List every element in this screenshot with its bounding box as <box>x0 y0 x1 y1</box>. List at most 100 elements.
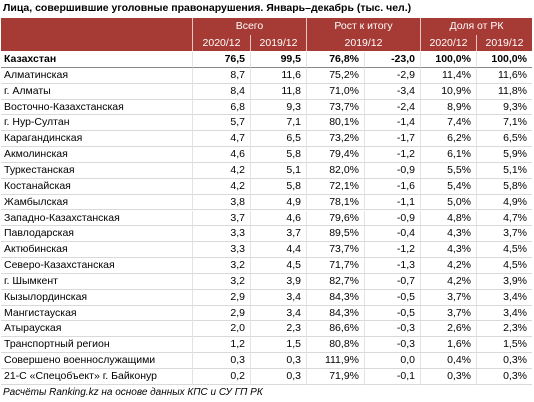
header-year: 2020/12 <box>420 35 476 51</box>
cell-value: -1,7 <box>364 131 420 148</box>
row-label: Алматинская <box>1 68 192 84</box>
cell-value: 3,4 <box>250 305 306 322</box>
cell-value: 84,3% <box>306 305 364 322</box>
cell-value: 75,2% <box>306 67 364 84</box>
cell-value: 99,5 <box>250 52 306 68</box>
cell-value: 71,9% <box>306 369 364 385</box>
cell-value: 3,7% <box>420 289 476 306</box>
source-note: Расчёты Ranking.kz на основе данных КПС … <box>3 387 263 398</box>
cell-value: 8,7 <box>192 67 250 84</box>
header-cell <box>1 18 192 51</box>
cell-value: -23,0 <box>364 52 420 68</box>
cell-value: -1,2 <box>364 147 420 163</box>
cell-value: 6,5% <box>476 131 532 148</box>
cell-value: 76,5 <box>192 52 250 68</box>
cell-value: 4,8% <box>420 210 476 227</box>
cell-value: -1,2 <box>364 242 420 259</box>
row-label: Казахстан <box>1 52 192 68</box>
cell-value: -2,9 <box>364 67 420 84</box>
cell-value: -1,4 <box>364 115 420 132</box>
cell-value: 1,5% <box>476 337 532 354</box>
cell-value: -3,4 <box>364 83 420 100</box>
cell-value: 0,3% <box>476 369 532 385</box>
cell-value: 2,3 <box>250 321 306 338</box>
cell-value: 1,5 <box>250 337 306 354</box>
cell-value: 7,1 <box>250 115 306 132</box>
header-year: 2019/12 <box>476 35 532 51</box>
cell-value: -1,6 <box>364 178 420 195</box>
cell-value: 4,2% <box>420 258 476 274</box>
cell-value: 86,6% <box>306 321 364 338</box>
cell-value: 11,8% <box>476 83 532 100</box>
cell-value: 84,3% <box>306 289 364 306</box>
cell-value: 3,4 <box>250 289 306 306</box>
row-label: Актюбинская <box>1 242 192 259</box>
row-label: Северо-Казахстанская <box>1 258 192 274</box>
cell-value: 6,8 <box>192 99 250 116</box>
cell-value: -0,4 <box>364 226 420 243</box>
cell-value: 71,0% <box>306 83 364 100</box>
cell-value: 8,9% <box>420 99 476 116</box>
cell-value: 73,7% <box>306 242 364 259</box>
table-title: Лица, совершившие уголовные правонарушен… <box>3 2 412 14</box>
cell-value: 11,6 <box>250 67 306 84</box>
cell-value: 3,7% <box>476 226 532 243</box>
header-year: 2019/12 <box>250 35 306 51</box>
cell-value: -2,4 <box>364 99 420 116</box>
row-label: Кызылординская <box>1 290 192 306</box>
cell-value: -0,9 <box>364 162 420 179</box>
cell-value: 3,9% <box>476 273 532 290</box>
cell-value: 11,4% <box>420 67 476 84</box>
cell-value: 2,9 <box>192 289 250 306</box>
cell-value: 5,8 <box>250 178 306 195</box>
cell-value: 80,1% <box>306 115 364 132</box>
cell-value: -0,9 <box>364 210 420 227</box>
row-label: Акмолинская <box>1 147 192 163</box>
cell-value: 100,0% <box>420 52 476 68</box>
cell-value: 79,6% <box>306 210 364 227</box>
cell-value: -0,1 <box>364 369 420 385</box>
cell-value: 7,4% <box>420 115 476 132</box>
cell-value: 4,2 <box>192 178 250 195</box>
header-year: 2019/12 <box>306 35 420 51</box>
cell-value: 0,3% <box>476 353 532 369</box>
row-label: Совершено военнослужащими <box>1 353 192 369</box>
cell-value: 0,2 <box>192 369 250 385</box>
cell-value: 4,5% <box>476 242 532 259</box>
cell-value: 71,7% <box>306 258 364 274</box>
cell-value: 0,3 <box>192 353 250 369</box>
cell-value: 3,9 <box>250 273 306 290</box>
cell-value: 1,2 <box>192 337 250 354</box>
cell-value: 2,3% <box>476 321 532 338</box>
cell-value: 4,6 <box>192 147 250 163</box>
cell-value: 82,0% <box>306 162 364 179</box>
row-label: Восточно-Казахстанская <box>1 100 192 116</box>
cell-value: 2,0 <box>192 321 250 338</box>
cell-value: 4,6 <box>250 210 306 227</box>
cell-value: 73,2% <box>306 131 364 148</box>
cell-value: 3,7 <box>192 210 250 227</box>
cell-value: 1,6% <box>420 337 476 354</box>
cell-value: 4,5 <box>250 258 306 274</box>
row-label: Жамбылская <box>1 195 192 211</box>
cell-value: 6,1% <box>420 147 476 163</box>
row-label: Транспортный регион <box>1 337 192 354</box>
cell-value: 3,7% <box>420 305 476 322</box>
cell-value: 82,7% <box>306 273 364 290</box>
row-label: г. Шымкент <box>1 274 192 290</box>
cell-value: 3,4% <box>476 305 532 322</box>
cell-value: 4,9 <box>250 194 306 211</box>
cell-value: 5,0% <box>420 194 476 211</box>
cell-value: 5,1% <box>476 162 532 179</box>
cell-value: 2,9 <box>192 305 250 322</box>
cell-value: 0,3 <box>250 353 306 369</box>
cell-value: 0,0 <box>364 353 420 369</box>
row-label: Туркестанская <box>1 163 192 179</box>
header-year: 2020/12 <box>192 35 250 51</box>
cell-value: 78,1% <box>306 194 364 211</box>
row-label: Карагандинская <box>1 131 192 148</box>
cell-value: 4,3% <box>420 242 476 259</box>
header-group: Доля от РК <box>420 18 532 35</box>
cell-value: 3,3 <box>192 242 250 259</box>
